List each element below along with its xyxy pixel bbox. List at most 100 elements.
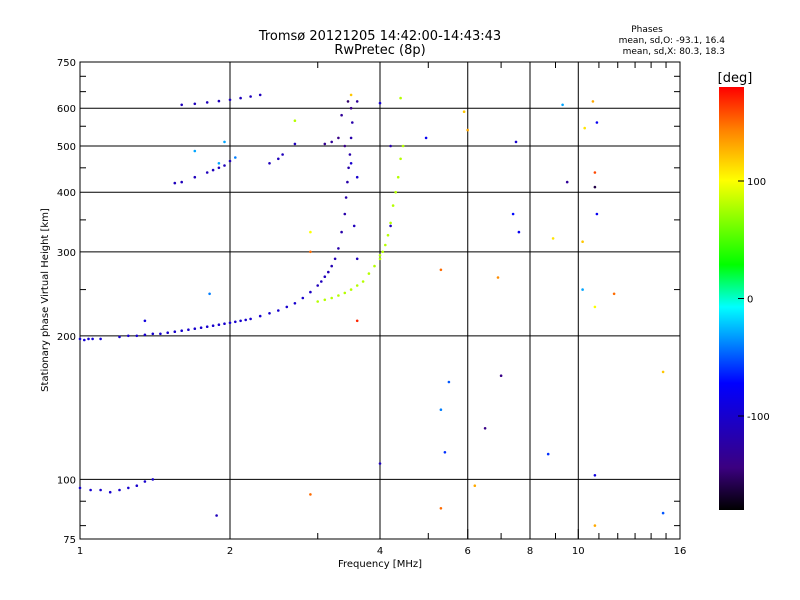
chart-title: Tromsø 20121205 14:42:00-14:43:43 — [258, 29, 501, 44]
x-mode-point — [583, 126, 586, 130]
o-mode-point — [316, 284, 320, 287]
x-tick-label: 10 — [572, 546, 585, 557]
o-mode-point — [337, 136, 340, 140]
y-tick-label: 400 — [57, 188, 76, 199]
o-mode-point — [285, 305, 289, 309]
o-mode-point — [135, 334, 139, 338]
x-mode-point — [309, 230, 312, 234]
o-mode-point — [135, 484, 139, 488]
o-mode-point — [293, 302, 297, 305]
x-tick-label: 8 — [527, 546, 533, 557]
o-mode-point — [166, 331, 169, 335]
o-mode-point — [118, 335, 121, 339]
phases-o-stats: mean, sd,O: -93.1, 16.4 — [619, 36, 726, 46]
x-mode-point — [612, 292, 616, 296]
o-mode-point — [352, 224, 356, 228]
x-mode-point — [551, 237, 555, 240]
x-mode-point — [593, 524, 597, 527]
x-mode-point — [439, 507, 443, 510]
o-mode-point — [217, 323, 221, 327]
o-mode-point — [91, 337, 94, 341]
x-mode-point — [373, 264, 376, 268]
o-mode-point — [83, 338, 86, 342]
o-mode-point — [355, 100, 359, 103]
o-mode-point — [108, 490, 112, 494]
o-mode-point — [351, 121, 354, 124]
x-mode-point — [394, 190, 398, 194]
o-mode-point — [143, 480, 147, 483]
o-mode-point — [228, 159, 232, 163]
o-mode-point — [159, 332, 162, 336]
o-mode-point — [378, 462, 382, 465]
x-tick-labels: 1 2 4 6 8 10 16 — [77, 546, 687, 557]
o-mode-point — [143, 333, 147, 337]
x-mode-point — [343, 291, 347, 295]
o-mode-point — [89, 488, 92, 492]
o-mode-point — [447, 380, 451, 384]
o-mode-point — [348, 153, 352, 156]
o-mode-point — [281, 153, 284, 156]
o-mode-point — [234, 156, 237, 159]
o-mode-point — [173, 181, 177, 185]
y-tick-label: 100 — [57, 475, 76, 486]
x-mode-point — [381, 250, 385, 254]
o-mode-point — [333, 257, 337, 261]
o-mode-point — [228, 98, 232, 102]
o-mode-point — [151, 478, 155, 481]
x-mode-point — [386, 233, 390, 237]
y-tick-labels: 75 100 200 300 400 500 600 750 — [57, 58, 76, 546]
axis-ticks — [79, 62, 681, 539]
colorbar-ticks: 100 0 -100 — [738, 177, 770, 423]
x-mode-point — [473, 484, 477, 488]
o-mode-point — [205, 171, 209, 174]
o-mode-point — [514, 140, 518, 144]
x-mode-point — [496, 276, 500, 279]
o-mode-point — [258, 93, 262, 97]
o-mode-point — [217, 162, 221, 165]
o-mode-point — [355, 175, 359, 179]
x-mode-point — [591, 100, 595, 103]
o-mode-point — [205, 325, 209, 329]
x-mode-point — [384, 243, 387, 247]
x-mode-point — [378, 257, 382, 261]
grid-lines — [80, 62, 680, 539]
x-mode-point — [361, 280, 365, 283]
colorbar-tick-label: 0 — [747, 295, 753, 306]
o-mode-point — [309, 290, 312, 294]
o-mode-point — [249, 95, 252, 98]
x-mode-point — [466, 128, 470, 132]
o-mode-point — [301, 296, 305, 300]
x-mode-point — [593, 171, 597, 174]
o-mode-point — [389, 224, 392, 228]
o-mode-point — [193, 102, 197, 106]
colorbar-tick-label: 100 — [747, 177, 766, 188]
o-mode-point — [205, 101, 209, 104]
o-mode-point — [277, 309, 280, 312]
o-mode-point — [595, 212, 599, 216]
x-mode-point — [391, 204, 395, 207]
x-mode-point — [399, 96, 402, 100]
o-mode-point — [193, 327, 197, 331]
o-mode-point — [249, 317, 252, 321]
o-mode-point — [343, 212, 347, 216]
o-mode-point — [327, 270, 330, 274]
o-mode-point — [217, 99, 221, 103]
x-mode-point — [389, 221, 392, 225]
y-axis-label: Stationary phase Virtual Height [km] — [40, 208, 51, 392]
o-mode-point — [143, 319, 147, 323]
colorbar-tick-label: -100 — [747, 412, 770, 423]
y-tick-label: 750 — [57, 58, 76, 69]
o-mode-point — [211, 168, 215, 172]
o-mode-point — [118, 488, 121, 492]
x-mode-point — [323, 298, 327, 302]
o-mode-point — [565, 180, 569, 184]
x-mode-point — [309, 250, 312, 254]
o-mode-point — [244, 318, 247, 322]
phases-x-stats: mean, sd,X: 80.3, 18.3 — [623, 47, 725, 57]
o-mode-point — [239, 319, 242, 323]
o-mode-point — [323, 275, 327, 279]
o-mode-point — [346, 180, 349, 184]
o-mode-point — [499, 374, 503, 378]
o-mode-point — [180, 329, 183, 333]
